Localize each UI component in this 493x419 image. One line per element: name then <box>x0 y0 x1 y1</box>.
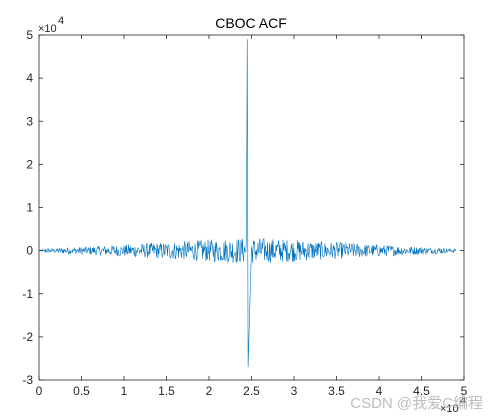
series-line <box>38 39 456 368</box>
y-tick-label: 3 <box>26 114 33 128</box>
y-exponent-label: ×10 4 <box>38 15 64 35</box>
x-tick-label: 3 <box>291 384 298 398</box>
y-tick-label: -1 <box>22 287 33 301</box>
x-tick-label: 3.5 <box>328 384 345 398</box>
y-tick-label: 1 <box>26 201 33 215</box>
x-tick-label: 0 <box>36 384 43 398</box>
x-exponent-label: ×10 4 <box>440 395 466 415</box>
x-tick-label: 4 <box>376 384 383 398</box>
y-tick-label: 5 <box>26 28 33 42</box>
x-tick-label: 1.5 <box>158 384 175 398</box>
x-tick-label: 4.5 <box>413 384 430 398</box>
data-layer <box>38 39 456 368</box>
x-tick-label: 5 <box>461 384 468 398</box>
plot-area <box>38 34 465 381</box>
y-tick-label: 4 <box>26 71 33 85</box>
x-tick-label: 2.5 <box>243 384 260 398</box>
svg-text:×10: ×10 <box>38 23 57 35</box>
x-tick-label: 0.5 <box>73 384 90 398</box>
tick-layer: 0 0.5 1 1.5 2 2.5 3 3.5 4 4.5 5 -3 -2 -1 0 1 2 3 4 5 <box>22 28 467 398</box>
svg-text:×10: ×10 <box>440 403 459 415</box>
y-tick-label: -3 <box>22 373 33 387</box>
y-exponent-value: 4 <box>58 15 64 27</box>
chart-title: CBOC ACF <box>215 15 287 31</box>
y-tick-label: 0 <box>26 244 33 258</box>
x-exponent-value: 4 <box>460 395 466 407</box>
y-tick-label: 2 <box>26 157 33 171</box>
x-tick-label: 2 <box>206 384 213 398</box>
x-tick-label: 1 <box>121 384 128 398</box>
watermark: CSDN @我爱C编程 <box>350 395 483 412</box>
y-tick-label: -2 <box>22 330 33 344</box>
